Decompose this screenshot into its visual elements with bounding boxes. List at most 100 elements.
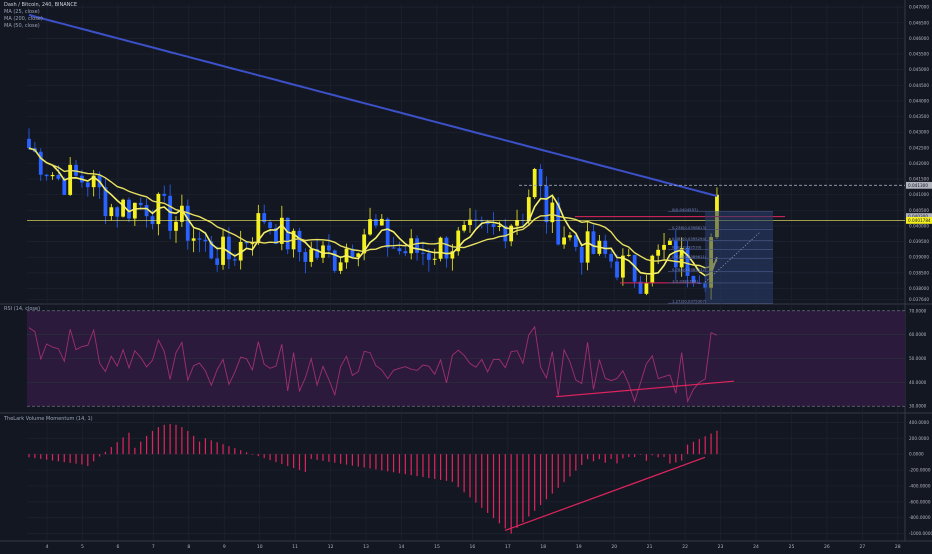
momentum-bar bbox=[151, 430, 154, 455]
price-tick-label: 0.039500 bbox=[909, 239, 929, 244]
momentum-bar bbox=[57, 454, 59, 462]
momentum-bar bbox=[328, 454, 330, 462]
momentum-bar bbox=[451, 454, 453, 482]
time-tick-label: 9 bbox=[223, 544, 226, 550]
rsi-tick-label: 50.0000 bbox=[909, 356, 927, 361]
candle-body bbox=[321, 245, 325, 258]
candle-body bbox=[397, 248, 402, 252]
momentum-bar bbox=[498, 454, 500, 524]
momentum-bar bbox=[669, 454, 671, 464]
momentum-bar bbox=[304, 454, 306, 473]
candle-body bbox=[191, 238, 196, 241]
momentum-bar bbox=[675, 454, 677, 463]
candle-body bbox=[450, 251, 455, 259]
candle-body bbox=[62, 178, 67, 195]
momentum-bar bbox=[269, 454, 271, 461]
momentum-tick-label: 0.0000 bbox=[909, 452, 924, 457]
momentum-bar bbox=[222, 444, 224, 455]
momentum-bar bbox=[392, 454, 395, 473]
candle-body bbox=[591, 231, 596, 254]
momentum-bar bbox=[75, 454, 77, 464]
candle-body bbox=[27, 138, 31, 149]
momentum-bar bbox=[416, 454, 418, 477]
candle-body bbox=[556, 202, 561, 245]
price-tick-label: 0.044500 bbox=[909, 83, 929, 88]
momentum-bar bbox=[534, 454, 536, 511]
candle-body bbox=[573, 235, 578, 247]
momentum-bar bbox=[116, 442, 118, 455]
candle-body bbox=[585, 231, 590, 263]
candle-body bbox=[432, 258, 437, 260]
price-tick-label: 0.041000 bbox=[909, 192, 929, 197]
momentum-bar bbox=[381, 454, 383, 471]
candle-body bbox=[174, 221, 178, 231]
time-tick-label: 11 bbox=[292, 544, 298, 550]
price-tick-label: 0.043000 bbox=[909, 130, 929, 135]
momentum-bar bbox=[434, 454, 436, 479]
momentum-bar bbox=[187, 430, 189, 455]
candle-body bbox=[262, 213, 267, 223]
candle-body bbox=[238, 241, 243, 261]
momentum-bar bbox=[357, 454, 359, 467]
momentum-bar bbox=[193, 435, 195, 455]
candle-body bbox=[656, 249, 661, 256]
momentum-bar bbox=[516, 454, 518, 528]
indicator-ma25[interactable]: MA (25, close) bbox=[4, 9, 40, 15]
momentum-bar bbox=[228, 446, 230, 455]
candle-body bbox=[138, 202, 143, 206]
momentum-bar bbox=[539, 454, 542, 506]
candle-body bbox=[620, 255, 625, 278]
price-tick-label: 0.046000 bbox=[909, 36, 929, 41]
price-tick-label: 0.037640 bbox=[909, 297, 929, 302]
momentum-bar bbox=[410, 454, 412, 476]
rsi-trendline bbox=[555, 380, 735, 398]
candle-body bbox=[391, 247, 396, 249]
momentum-bar bbox=[398, 454, 401, 474]
candle-body bbox=[203, 239, 208, 242]
time-tick-label: 20 bbox=[611, 544, 617, 550]
momentum-bar bbox=[93, 454, 95, 462]
time-tick-label: 12 bbox=[328, 544, 334, 550]
candle-body bbox=[626, 254, 631, 256]
candle-body bbox=[285, 217, 290, 250]
time-tick-label: 27 bbox=[859, 544, 865, 550]
momentum-bar bbox=[428, 454, 430, 478]
momentum-bar bbox=[298, 454, 301, 471]
momentum-bar bbox=[692, 441, 695, 455]
momentum-bar bbox=[663, 454, 665, 457]
time-tick-label: 8 bbox=[187, 544, 190, 550]
momentum-bar bbox=[122, 437, 124, 455]
momentum-bar bbox=[569, 454, 571, 477]
momentum-bar bbox=[81, 454, 83, 465]
momentum-bar bbox=[463, 454, 465, 493]
momentum-bar bbox=[63, 454, 65, 463]
momentum-tick-label: 400.0000 bbox=[909, 420, 929, 425]
momentum-bar bbox=[245, 452, 248, 455]
candle-body bbox=[256, 213, 261, 244]
level1-label-box bbox=[906, 181, 932, 189]
candle-body bbox=[127, 199, 131, 219]
time-tick-label: 15 bbox=[434, 544, 440, 550]
indicator-ma200[interactable]: MA (200, close) bbox=[4, 16, 43, 22]
candle-body bbox=[74, 164, 78, 176]
momentum-title: TheLark Volume Momentum (14, 1) bbox=[4, 416, 93, 422]
momentum-bar bbox=[34, 454, 36, 459]
candle-body bbox=[379, 218, 384, 226]
price-tick-label: 0.042000 bbox=[909, 161, 929, 166]
momentum-bar bbox=[634, 454, 636, 458]
momentum-bar bbox=[469, 454, 471, 498]
candle-body bbox=[468, 219, 472, 226]
momentum-bar bbox=[639, 454, 642, 455]
time-tick-label: 17 bbox=[505, 544, 511, 550]
candle-body bbox=[309, 249, 314, 262]
candle-body bbox=[185, 205, 190, 241]
indicator-ma50[interactable]: MA (50, close) bbox=[4, 23, 40, 29]
candle-body bbox=[179, 205, 184, 222]
time-tick-label: 28 bbox=[895, 544, 901, 550]
candle-body bbox=[456, 230, 461, 252]
candle-body bbox=[644, 282, 649, 294]
momentum-bar bbox=[40, 454, 42, 459]
